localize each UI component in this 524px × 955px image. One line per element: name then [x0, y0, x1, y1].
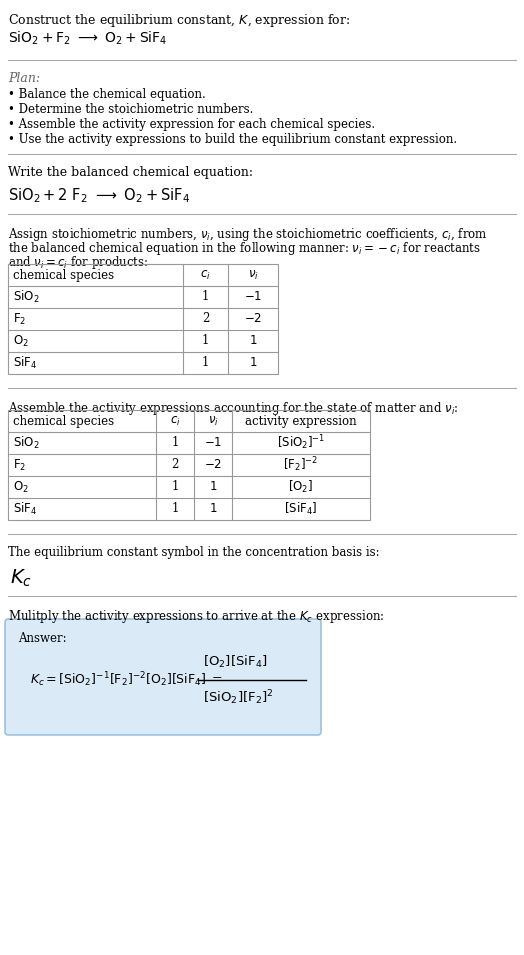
Text: 1: 1: [202, 290, 209, 304]
Text: $K_c = [\mathrm{SiO_2}]^{-1} [\mathrm{F_2}]^{-2} [\mathrm{O_2}][\mathrm{SiF_4}]\: $K_c = [\mathrm{SiO_2}]^{-1} [\mathrm{F_…: [30, 670, 223, 690]
Text: • Use the activity expressions to build the equilibrium constant expression.: • Use the activity expressions to build …: [8, 133, 457, 146]
Text: $1$: $1$: [209, 502, 217, 516]
Text: 1: 1: [202, 356, 209, 370]
Text: 2: 2: [171, 458, 179, 472]
Text: Write the balanced chemical equation:: Write the balanced chemical equation:: [8, 166, 253, 179]
Text: $[\mathrm{O_2}]$: $[\mathrm{O_2}]$: [288, 479, 313, 495]
Text: • Determine the stoichiometric numbers.: • Determine the stoichiometric numbers.: [8, 103, 254, 116]
Text: Answer:: Answer:: [18, 632, 67, 645]
Text: 2: 2: [202, 312, 209, 326]
Text: $-2$: $-2$: [244, 312, 262, 326]
Text: $\mathrm{SiO_2}$: $\mathrm{SiO_2}$: [13, 289, 39, 305]
Text: chemical species: chemical species: [13, 414, 114, 428]
Text: • Assemble the activity expression for each chemical species.: • Assemble the activity expression for e…: [8, 118, 375, 131]
Text: Assign stoichiometric numbers, $\nu_i$, using the stoichiometric coefficients, $: Assign stoichiometric numbers, $\nu_i$, …: [8, 226, 488, 243]
Text: $[\mathrm{SiO_2}]^{-1}$: $[\mathrm{SiO_2}]^{-1}$: [277, 434, 325, 453]
Text: $-1$: $-1$: [204, 436, 222, 450]
Bar: [8, 410, 370, 520]
Text: $\mathrm{F_2}$: $\mathrm{F_2}$: [13, 457, 26, 473]
Text: $[\mathrm{F_2}]^{-2}$: $[\mathrm{F_2}]^{-2}$: [283, 456, 319, 475]
Text: $1$: $1$: [249, 356, 257, 370]
Text: chemical species: chemical species: [13, 268, 114, 282]
Text: $[\mathrm{SiO_2}][\mathrm{F_2}]^2$: $[\mathrm{SiO_2}][\mathrm{F_2}]^2$: [203, 689, 274, 708]
Text: $\mathrm{O_2}$: $\mathrm{O_2}$: [13, 333, 29, 349]
Text: $-1$: $-1$: [244, 290, 262, 304]
Text: Assemble the activity expressions accounting for the state of matter and $\nu_i$: Assemble the activity expressions accoun…: [8, 400, 458, 417]
Text: $\nu_i$: $\nu_i$: [208, 414, 219, 428]
Text: Mulitply the activity expressions to arrive at the $K_c$ expression:: Mulitply the activity expressions to arr…: [8, 608, 385, 625]
Text: $K_c$: $K_c$: [10, 568, 32, 589]
Text: $c_i$: $c_i$: [200, 268, 211, 282]
Text: $\nu_i$: $\nu_i$: [248, 268, 258, 282]
Bar: [8, 264, 278, 374]
Text: $\mathrm{O_2}$: $\mathrm{O_2}$: [13, 479, 29, 495]
Text: $\mathrm{SiF_4}$: $\mathrm{SiF_4}$: [13, 355, 37, 371]
Text: $[\mathrm{O_2}][\mathrm{SiF_4}]$: $[\mathrm{O_2}][\mathrm{SiF_4}]$: [203, 654, 268, 670]
Text: 1: 1: [171, 480, 179, 494]
Text: $\mathrm{SiO_2}$: $\mathrm{SiO_2}$: [13, 435, 39, 451]
FancyBboxPatch shape: [5, 619, 321, 735]
Text: 1: 1: [202, 334, 209, 348]
Text: The equilibrium constant symbol in the concentration basis is:: The equilibrium constant symbol in the c…: [8, 546, 379, 559]
Text: $c_i$: $c_i$: [170, 414, 180, 428]
Text: $\mathrm{SiO_2 + 2\ F_2 \ \longrightarrow \ O_2 + SiF_4}$: $\mathrm{SiO_2 + 2\ F_2 \ \longrightarro…: [8, 186, 190, 204]
Text: • Balance the chemical equation.: • Balance the chemical equation.: [8, 88, 206, 101]
Text: and $\nu_i = c_i$ for products:: and $\nu_i = c_i$ for products:: [8, 254, 148, 271]
Text: the balanced chemical equation in the following manner: $\nu_i = -c_i$ for react: the balanced chemical equation in the fo…: [8, 240, 481, 257]
Text: activity expression: activity expression: [245, 414, 357, 428]
Text: $1$: $1$: [249, 334, 257, 348]
Text: Plan:: Plan:: [8, 72, 40, 85]
Text: 1: 1: [171, 502, 179, 516]
Text: $\mathrm{SiF_4}$: $\mathrm{SiF_4}$: [13, 501, 37, 517]
Text: $\mathrm{F_2}$: $\mathrm{F_2}$: [13, 311, 26, 327]
Text: $-2$: $-2$: [204, 458, 222, 472]
Text: $\mathrm{SiO_2 + F_2 \ \longrightarrow \ O_2 + SiF_4}$: $\mathrm{SiO_2 + F_2 \ \longrightarrow \…: [8, 30, 167, 48]
Text: 1: 1: [171, 436, 179, 450]
Text: $1$: $1$: [209, 480, 217, 494]
Text: $[\mathrm{SiF_4}]$: $[\mathrm{SiF_4}]$: [285, 501, 318, 517]
Text: Construct the equilibrium constant, $K$, expression for:: Construct the equilibrium constant, $K$,…: [8, 12, 350, 29]
